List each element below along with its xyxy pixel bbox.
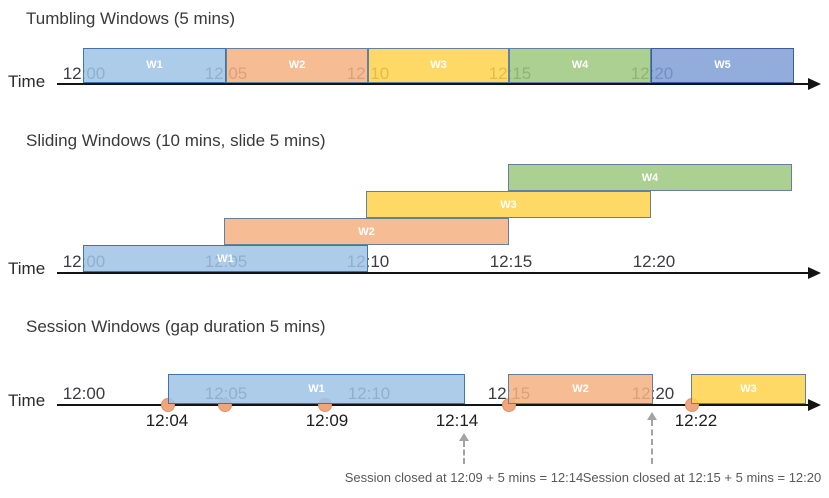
sliding-window-w2-label: W2 bbox=[358, 225, 375, 238]
session-window-w2-label: W2 bbox=[572, 383, 589, 395]
tumbling-window-w2-label: W2 bbox=[288, 59, 306, 71]
tumbling-window-w1-label: W1 bbox=[146, 59, 163, 71]
tumbling-window-w3-label: W3 bbox=[430, 59, 447, 71]
session-tick-1200: 12:00 bbox=[62, 384, 106, 403]
sliding-window-w4: W4 bbox=[508, 164, 792, 191]
sliding-timeline-arrowhead-icon bbox=[808, 267, 821, 279]
session-window-w2: W2 bbox=[508, 374, 653, 404]
tumbling-window-w1: W1 bbox=[83, 48, 226, 83]
annotation-arrow-2-stem bbox=[651, 420, 653, 464]
event-time-1214: 12:14 bbox=[435, 411, 479, 430]
sliding-window-w4-label: W4 bbox=[641, 171, 659, 184]
session-axis-label: Time bbox=[8, 391, 46, 410]
tumbling-window-w5: W5 bbox=[651, 48, 794, 83]
tumbling-window-w4: W4 bbox=[509, 48, 651, 83]
tumbling-window-w3: W3 bbox=[368, 48, 509, 83]
tumbling-window-w4-label: W4 bbox=[571, 59, 589, 71]
sliding-axis-label: Time bbox=[8, 259, 46, 278]
sliding-window-w2: W2 bbox=[224, 218, 509, 245]
session-window-w3: W3 bbox=[691, 374, 806, 404]
sliding-window-w3: W3 bbox=[366, 191, 651, 218]
session-window-w1-label: W1 bbox=[308, 383, 325, 395]
tumbling-axis-label: Time bbox=[8, 72, 46, 91]
annotation-arrow-1-head-icon bbox=[459, 433, 469, 441]
annotation-arrow-2-head-icon bbox=[647, 412, 657, 420]
session-window-w1: W1 bbox=[168, 374, 465, 404]
event-time-1222: 12:22 bbox=[674, 411, 718, 430]
tumbling-window-w5-label: W5 bbox=[714, 59, 731, 71]
tumbling-section-title: Tumbling Windows (5 mins) bbox=[26, 9, 236, 28]
event-time-1204: 12:04 bbox=[145, 411, 189, 430]
session-closed-annotation-1: Session closed at 12:09 + 5 mins = 12:14 bbox=[344, 470, 584, 485]
sliding-tick-1215: 12:15 bbox=[489, 252, 533, 271]
sliding-tick-1220: 12:20 bbox=[632, 252, 676, 271]
tumbling-window-w2: W2 bbox=[226, 48, 368, 83]
tumbling-timeline-arrowhead-icon bbox=[808, 78, 821, 90]
sliding-window-w1: W1 bbox=[83, 245, 368, 272]
session-timeline bbox=[57, 404, 809, 406]
session-timeline-arrowhead-icon bbox=[808, 399, 821, 411]
event-time-1209: 12:09 bbox=[305, 411, 349, 430]
sliding-window-w3-label: W3 bbox=[500, 198, 517, 211]
annotation-arrow-1-stem bbox=[463, 441, 465, 464]
sliding-section-title: Sliding Windows (10 mins, slide 5 mins) bbox=[26, 131, 326, 150]
session-window-w3-label: W3 bbox=[740, 383, 757, 395]
sliding-window-w1-label: W1 bbox=[217, 252, 234, 265]
session-closed-annotation-2: Session closed at 12:15 + 5 mins = 12:20 bbox=[582, 470, 822, 485]
sliding-timeline bbox=[57, 272, 809, 274]
session-section-title: Session Windows (gap duration 5 mins) bbox=[26, 317, 326, 336]
tumbling-timeline bbox=[57, 83, 809, 85]
